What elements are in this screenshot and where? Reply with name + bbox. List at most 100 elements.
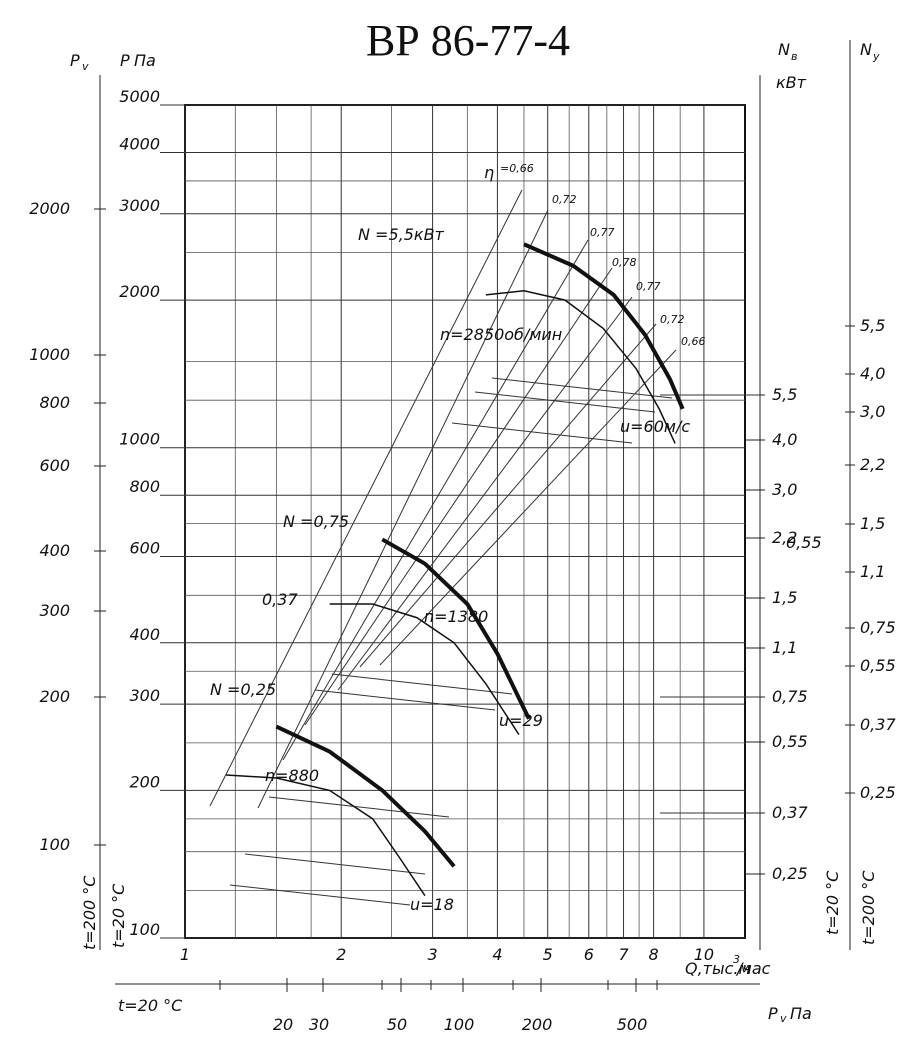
efficiency-label: 0,77 bbox=[636, 280, 661, 293]
right-outer-tick-label: 3,0 bbox=[860, 402, 885, 421]
dynamic-pressure-axis-sub: v bbox=[780, 1012, 787, 1025]
right-inner-tick-label: 0,25 bbox=[772, 864, 808, 883]
x-tick-label: 10 bbox=[694, 945, 714, 964]
efficiency-lower-line bbox=[229, 884, 411, 906]
efficiency-symbol: η bbox=[484, 163, 494, 182]
efficiency-label: 0,77 bbox=[590, 226, 615, 239]
labels: 1 2 3 4 5 6 7 8 10100200300400600800100020003000… bbox=[29, 40, 896, 1034]
efficiency-label: 0,72 bbox=[660, 313, 685, 326]
axes bbox=[94, 40, 855, 992]
efficiency-line bbox=[282, 239, 589, 761]
right-outer-tick-label: 0,25 bbox=[860, 783, 896, 802]
dynamic-pressure-tick-label: 200 bbox=[522, 1015, 553, 1034]
right-inner-axis-unit: кВт bbox=[776, 73, 807, 92]
right-outer-tick-label: 0,55 bbox=[860, 656, 896, 675]
y-inner-tick-label: 200 bbox=[129, 772, 160, 791]
right-outer-tick-label: 1,1 bbox=[860, 562, 885, 581]
efficiency-label: 0,66 bbox=[681, 335, 706, 348]
x-tick-label: 8 bbox=[649, 945, 659, 964]
curves bbox=[226, 242, 685, 897]
left-outer-tick-label: 100 bbox=[39, 835, 70, 854]
left-outer-tick-label: 1000 bbox=[29, 345, 70, 364]
y-inner-tick-label: 600 bbox=[129, 538, 160, 557]
left-inner-axis-unit: Па bbox=[134, 51, 156, 70]
pressure-curve bbox=[485, 289, 676, 444]
chart-title: ВР 86-77-4 bbox=[366, 16, 570, 65]
temp-bottom-label: t=20 °C bbox=[118, 996, 183, 1015]
x-axis-title-sup: 3 bbox=[733, 953, 740, 966]
right-inner-tick-label: 5,5 bbox=[772, 385, 797, 404]
dynamic-pressure-tick-label: 500 bbox=[617, 1015, 648, 1034]
y-inner-tick-label: 5000 bbox=[119, 87, 160, 106]
y-inner-tick-label: 4000 bbox=[119, 135, 160, 154]
left-outer-tick-label: 600 bbox=[39, 456, 70, 475]
efficiency-lower-line bbox=[451, 422, 633, 444]
power-label-037: 0,37 bbox=[262, 590, 298, 609]
dynamic-pressure-axis-unit: Па bbox=[790, 1004, 812, 1023]
x-tick-label: 1 bbox=[180, 945, 190, 964]
y-inner-tick-label: 3000 bbox=[119, 196, 160, 215]
power-curve bbox=[523, 242, 685, 410]
y-inner-tick-label: 800 bbox=[129, 477, 160, 496]
left-outer-tick-label: 300 bbox=[39, 601, 70, 620]
temp-right-outer: t=200 °C bbox=[859, 870, 878, 945]
left-outer-axis-sub: v bbox=[82, 60, 89, 73]
grid bbox=[160, 104, 760, 939]
right-inner-extra-label: 0,55 bbox=[786, 533, 822, 552]
power-label-075: N =0,75 bbox=[283, 512, 349, 531]
pressure-curve bbox=[226, 774, 426, 897]
left-outer-tick-label: 2000 bbox=[29, 199, 70, 218]
temp-left-outer: t=200 °C bbox=[80, 875, 99, 950]
right-inner-tick-label: 0,55 bbox=[772, 732, 808, 751]
right-inner-tick-label: 0,37 bbox=[772, 803, 808, 822]
efficiency-line bbox=[379, 349, 677, 666]
y-inner-tick-label: 100 bbox=[129, 920, 160, 939]
right-inner-tick-label: 1,5 bbox=[772, 588, 797, 607]
efficiency-lines bbox=[209, 189, 677, 906]
velocity-label-29: u=29 bbox=[499, 711, 543, 730]
right-outer-tick-label: 0,37 bbox=[860, 715, 896, 734]
temp-right-inner: t=20 °C bbox=[823, 870, 842, 935]
dynamic-pressure-tick-label: 50 bbox=[387, 1015, 407, 1034]
y-inner-tick-label: 2000 bbox=[119, 282, 160, 301]
speed-label-880: n=880 bbox=[265, 766, 319, 785]
left-outer-tick-label: 400 bbox=[39, 541, 70, 560]
x-tick-label: 3 bbox=[427, 945, 437, 964]
left-outer-axis-title: P bbox=[70, 51, 80, 70]
velocity-label-60: u=60м/с bbox=[620, 417, 690, 436]
velocity-label-18: u=18 bbox=[410, 895, 454, 914]
right-inner-axis-title: N bbox=[778, 40, 790, 59]
dynamic-pressure-tick-label: 100 bbox=[444, 1015, 475, 1034]
x-tick-label: 4 bbox=[492, 945, 502, 964]
dynamic-pressure-axis-title: P bbox=[768, 1004, 778, 1023]
y-inner-tick-label: 1000 bbox=[119, 430, 160, 449]
power-curve bbox=[275, 724, 456, 868]
efficiency-label: 0,72 bbox=[552, 193, 577, 206]
right-inner-tick-label: 2,2 bbox=[772, 528, 797, 547]
y-inner-tick-label: 400 bbox=[129, 625, 160, 644]
temp-left-inner: t=20 °C bbox=[109, 883, 128, 948]
speed-label-1380: n=1380 bbox=[424, 607, 488, 626]
right-outer-axis-sub: у bbox=[872, 50, 880, 63]
efficiency-label: =0,66 bbox=[500, 162, 534, 175]
right-inner-tick-label: 1,1 bbox=[772, 638, 797, 657]
efficiency-line bbox=[337, 296, 633, 691]
left-outer-tick-label: 800 bbox=[39, 393, 70, 412]
x-tick-label: 6 bbox=[584, 945, 594, 964]
right-inner-axis-sub: в bbox=[791, 50, 797, 63]
right-outer-tick-label: 0,75 bbox=[860, 618, 896, 637]
efficiency-line bbox=[257, 209, 549, 809]
y-inner-tick-label: 300 bbox=[129, 686, 160, 705]
power-label-55: N =5,5кВт bbox=[358, 225, 445, 244]
efficiency-lower-line bbox=[314, 689, 496, 711]
right-outer-tick-label: 4,0 bbox=[860, 364, 885, 383]
efficiency-line bbox=[304, 267, 613, 726]
x-tick-label: 5 bbox=[543, 945, 553, 964]
x-axis-title-tail: /час bbox=[735, 959, 771, 978]
efficiency-line bbox=[359, 323, 657, 668]
x-tick-label: 7 bbox=[618, 945, 629, 964]
right-inner-tick-label: 0,75 bbox=[772, 687, 808, 706]
power-curve bbox=[381, 537, 531, 720]
speed-label-2850: n=2850об/мин bbox=[440, 325, 562, 344]
